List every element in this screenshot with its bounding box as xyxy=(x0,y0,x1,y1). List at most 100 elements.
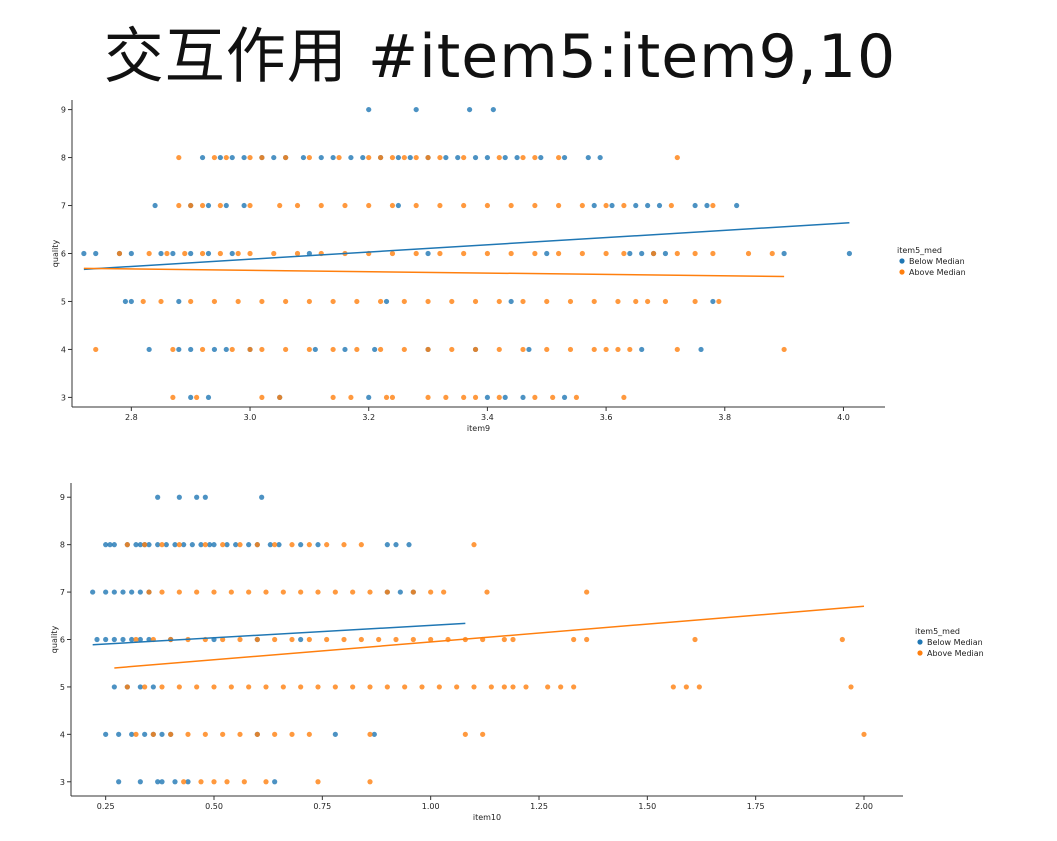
data-point xyxy=(384,589,390,595)
data-point xyxy=(211,542,217,548)
data-point xyxy=(159,731,165,737)
data-point xyxy=(668,202,674,209)
data-point xyxy=(514,154,520,161)
data-point xyxy=(199,154,206,161)
data-point xyxy=(259,298,265,305)
y-tick-label: 3 xyxy=(61,393,66,402)
data-point xyxy=(168,731,174,737)
data-point xyxy=(137,589,143,595)
data-point xyxy=(142,542,148,548)
data-point xyxy=(312,346,318,353)
x-tick-label: 2.8 xyxy=(125,413,138,422)
y-tick-label: 5 xyxy=(61,297,66,306)
x-tick-label: 0.25 xyxy=(97,802,115,811)
data-point xyxy=(484,589,490,595)
data-point xyxy=(318,202,324,209)
data-point xyxy=(502,154,508,161)
data-point xyxy=(367,589,373,595)
data-point xyxy=(237,636,243,643)
data-point xyxy=(366,202,372,209)
data-point xyxy=(571,636,577,643)
data-point xyxy=(188,202,194,209)
data-point xyxy=(645,202,651,209)
data-point xyxy=(354,346,360,353)
data-point xyxy=(410,589,416,595)
data-point xyxy=(413,250,419,257)
x-tick-label: 0.50 xyxy=(205,802,223,811)
data-point xyxy=(567,346,574,353)
y-tick-label: 8 xyxy=(60,541,65,550)
data-point xyxy=(348,154,354,161)
x-tick-label: 3.4 xyxy=(481,413,494,422)
data-point xyxy=(205,202,212,209)
data-point xyxy=(272,779,278,785)
data-point xyxy=(128,298,134,305)
data-point xyxy=(376,636,382,643)
data-point xyxy=(683,684,689,690)
data-point xyxy=(621,394,627,401)
data-point xyxy=(556,250,562,257)
data-point xyxy=(341,636,347,643)
data-point xyxy=(496,298,502,305)
data-point xyxy=(170,250,176,257)
data-point xyxy=(199,250,206,257)
y-tick-label: 7 xyxy=(61,202,66,211)
data-point xyxy=(508,298,514,305)
data-point xyxy=(146,250,152,257)
data-point xyxy=(217,154,223,161)
legend-entry: Above Median xyxy=(909,268,966,277)
data-point xyxy=(597,154,603,161)
data-point xyxy=(224,542,230,548)
data-point xyxy=(556,154,562,161)
data-point xyxy=(846,250,852,257)
data-point xyxy=(472,346,479,353)
legend: item5_med Below Median Above Median xyxy=(915,627,984,658)
data-point xyxy=(129,589,135,595)
data-point xyxy=(111,542,117,548)
data-point xyxy=(558,684,564,690)
data-point xyxy=(103,731,109,737)
data-point xyxy=(271,250,277,257)
data-point xyxy=(164,250,170,257)
data-point xyxy=(276,542,282,548)
data-point xyxy=(603,346,609,353)
data-point xyxy=(428,589,434,595)
data-point xyxy=(247,250,253,257)
data-point xyxy=(696,684,702,690)
data-point xyxy=(389,202,396,209)
data-point xyxy=(734,202,740,209)
data-point xyxy=(267,542,273,548)
data-point xyxy=(259,346,265,353)
x-tick-label: 0.75 xyxy=(313,802,331,811)
data-point xyxy=(194,394,200,401)
data-point xyxy=(137,779,143,785)
data-point xyxy=(241,154,247,161)
data-point xyxy=(377,298,384,305)
data-point xyxy=(272,731,278,737)
data-point xyxy=(425,346,431,353)
data-point xyxy=(107,542,113,548)
data-point xyxy=(324,636,330,643)
data-point xyxy=(488,684,494,690)
data-point xyxy=(496,394,502,401)
data-point xyxy=(401,154,407,161)
legend-entry: Below Median xyxy=(909,257,965,266)
data-point xyxy=(298,542,304,548)
data-point xyxy=(211,779,217,785)
data-point xyxy=(263,684,269,690)
data-point xyxy=(94,636,100,643)
data-point xyxy=(781,250,787,257)
data-point xyxy=(692,202,698,209)
data-point xyxy=(220,731,226,737)
data-point xyxy=(389,394,396,401)
data-point xyxy=(496,346,502,353)
data-point xyxy=(283,298,289,305)
data-point xyxy=(142,684,148,690)
data-point xyxy=(692,298,698,305)
data-point xyxy=(140,298,146,305)
x-tick-label: 3.2 xyxy=(362,413,375,422)
data-point xyxy=(247,154,253,161)
data-point xyxy=(501,636,507,643)
data-point xyxy=(223,154,229,161)
